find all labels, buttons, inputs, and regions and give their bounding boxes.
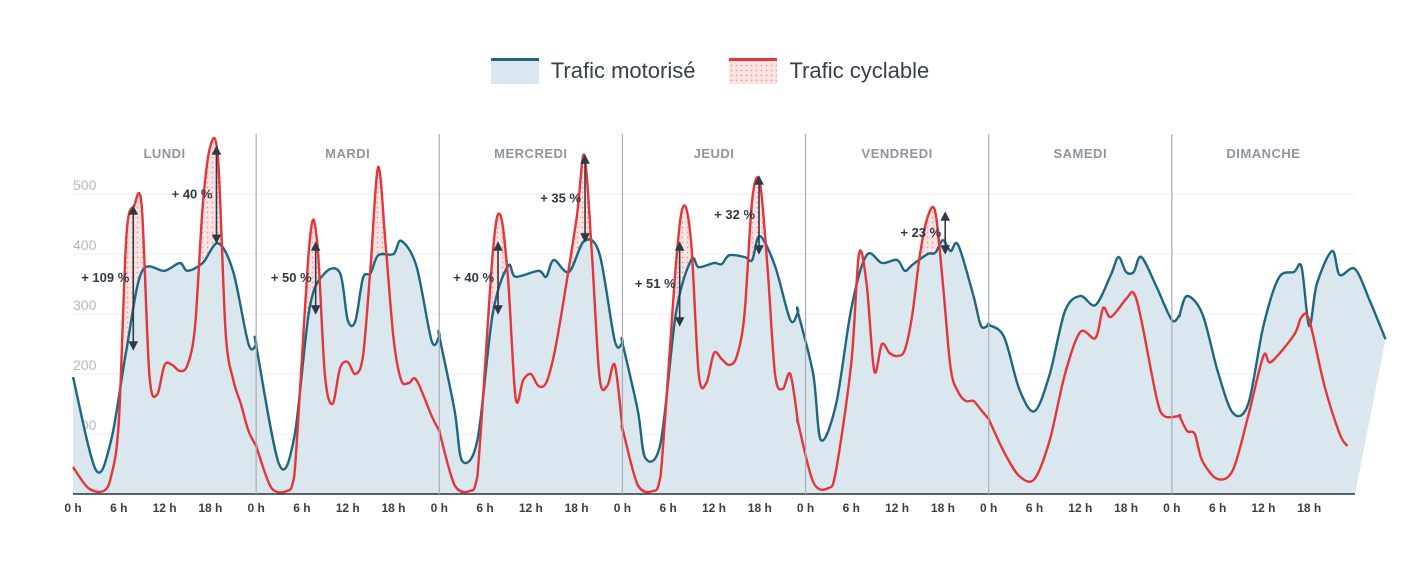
annotation-label: + 40 % [172,187,213,202]
x-tick-label: 18 h [198,501,222,515]
x-tick-label: 18 h [1297,501,1321,515]
legend-item-motor[interactable]: Trafic motorisé [490,58,696,84]
legend-label-bike: Trafic cyclable [789,58,930,83]
x-tick-label: 12 h [702,501,726,515]
x-tick-label: 6 h [1026,501,1043,515]
day-label-vendredi: VENDREDI [862,146,933,161]
annotation-label: + 35 % [540,191,581,206]
x-tick-label: 0 h [64,501,81,515]
motor-swatch-icon [490,58,539,84]
annotations: + 109 % + 40 % + 50 % + 40 % + 35 % + 51 % + 3… [81,145,951,351]
day-label-jeudi: JEUDI [694,146,735,161]
bike-swatch-icon [729,58,778,84]
annotation-label: + 109 % [81,270,130,285]
legend-item-bike[interactable]: Trafic cyclable [729,58,929,84]
x-tick-label: 18 h [931,501,955,515]
x-tick-label: 18 h [565,501,589,515]
legend-label-motor: Trafic motorisé [550,58,696,83]
x-tick-label: 12 h [519,501,543,515]
x-tick-label: 6 h [660,501,677,515]
annotation-label: + 23 % [900,225,941,240]
day-dividers [255,134,1173,494]
x-tick-label: 12 h [336,501,360,515]
x-tick-label: 0 h [614,501,631,515]
x-tick-label: 12 h [1068,501,1092,515]
day-label-mardi: MARDI [325,146,370,161]
annotation-label: + 32 % [714,207,755,222]
annotation-label: + 40 % [453,270,494,285]
x-tick-label: 6 h [293,501,310,515]
day-label-lundi: LUNDI [143,146,185,161]
x-tick-label: 0 h [1163,501,1180,515]
x-tick-label: 12 h [885,501,909,515]
x-axis: 0 h 6 h 12 h 18 h 0 h 6 h 12 h 18 h 0 h 6 h 12 h 18… [64,501,1321,515]
x-tick-label: 6 h [843,501,860,515]
motor-series-line [71,234,1387,474]
x-tick-label: 6 h [476,501,493,515]
x-tick-label: 6 h [110,501,127,515]
bike-excess-area [73,120,1355,494]
x-tick-label: 12 h [1251,501,1275,515]
x-tick-label: 6 h [1209,501,1226,515]
annotation-label: + 50 % [271,270,312,285]
x-tick-label: 0 h [797,501,814,515]
legend: Trafic motorisé Trafic cyclable [0,58,1420,84]
x-tick-label: 0 h [431,501,448,515]
x-tick-label: 18 h [748,501,772,515]
day-labels: LUNDI MARDI MERCREDI JEUDI VENDREDI SAMEDI DIM… [143,146,1300,161]
plot-area [71,120,1387,495]
day-label-samedi: SAMEDI [1054,146,1108,161]
day-label-mercredi: MERCREDI [494,146,567,161]
day-label-dimanche: DIMANCHE [1226,146,1300,161]
x-tick-label: 0 h [247,501,264,515]
x-tick-label: 0 h [980,501,997,515]
bike-series-line [72,136,1349,494]
annotation-label: + 51 % [635,276,676,291]
x-tick-label: 12 h [153,501,177,515]
x-tick-label: 18 h [1114,501,1138,515]
x-tick-label: 18 h [381,501,405,515]
